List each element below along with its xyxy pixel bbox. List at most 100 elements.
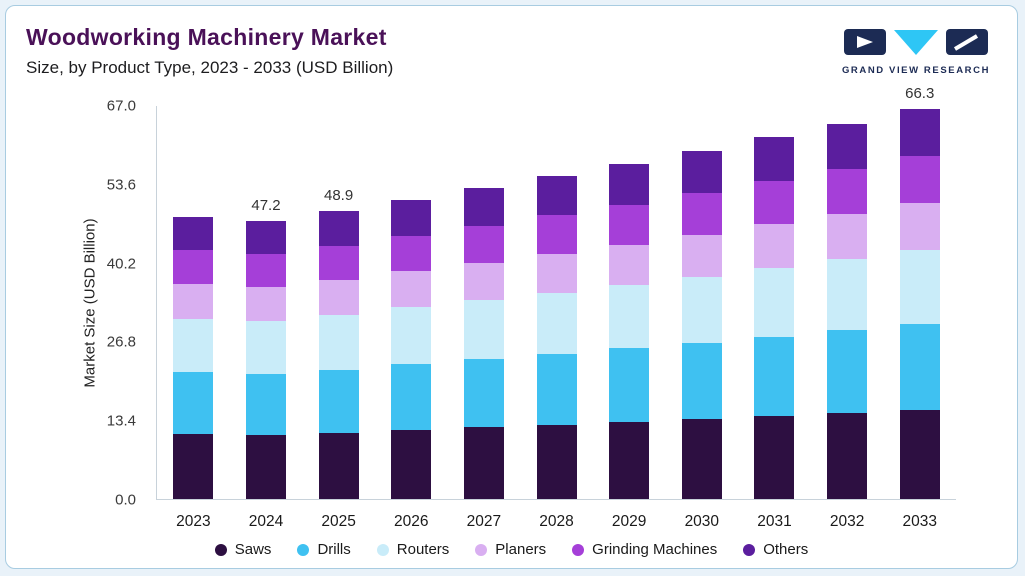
chart-header: Woodworking Machinery Market Size, by Pr… bbox=[26, 24, 393, 78]
legend-dot-icon bbox=[214, 543, 227, 556]
y-tick-label: 53.6 bbox=[106, 176, 136, 194]
y-tick-label: 13.4 bbox=[106, 412, 136, 430]
bar-group-2029: 2029 bbox=[593, 106, 666, 530]
bar-value-label: 47.2 bbox=[251, 197, 281, 215]
legend-item-others: Others bbox=[743, 541, 808, 558]
chart-subtitle: Size, by Product Type, 2023 - 2033 (USD … bbox=[26, 58, 394, 77]
bar-group-2025: 48.9 2025 bbox=[302, 106, 375, 530]
bar-segment-planers bbox=[318, 280, 359, 315]
x-tick-label: 2024 bbox=[248, 513, 284, 530]
legend-item-drills: Drills bbox=[297, 541, 351, 558]
stacked-bar-2025 bbox=[318, 211, 359, 499]
chart-card: Woodworking Machinery Market Size, by Pr… bbox=[5, 5, 1018, 569]
bar-group-2026: 2026 bbox=[375, 106, 448, 530]
bar-segment-grinding-machines bbox=[391, 235, 432, 272]
legend-label: Routers bbox=[396, 541, 450, 558]
stacked-bar-2030 bbox=[681, 150, 722, 499]
bar-group-2032: 2032 bbox=[811, 106, 884, 530]
bar-segment-grinding-machines bbox=[899, 155, 940, 203]
bar-segment-grinding-machines bbox=[827, 168, 868, 214]
bar-segment-others bbox=[754, 137, 795, 181]
stacked-bar-2031 bbox=[754, 137, 795, 499]
bar-segment-drills bbox=[754, 336, 795, 417]
bar-group-2031: 2031 bbox=[738, 106, 811, 530]
x-tick-label: 2030 bbox=[684, 513, 720, 530]
x-tick-label: 2029 bbox=[611, 513, 647, 530]
bar-segment-saws bbox=[245, 434, 286, 499]
stacked-bar-2023 bbox=[173, 216, 214, 499]
stacked-bar-2028 bbox=[536, 176, 577, 499]
legend-dot-icon bbox=[376, 543, 389, 556]
x-tick-label: 2032 bbox=[829, 513, 865, 530]
bar-segment-saws bbox=[463, 427, 504, 499]
legend-dot-icon bbox=[297, 543, 310, 556]
bar-segment-grinding-machines bbox=[318, 245, 359, 281]
bar-segment-planers bbox=[899, 202, 940, 250]
legend-label: Drills bbox=[317, 541, 351, 558]
x-tick-label: 2023 bbox=[176, 513, 211, 530]
bar-segment-saws bbox=[827, 412, 868, 499]
bar-segment-others bbox=[827, 123, 868, 169]
legend-label: Saws bbox=[234, 541, 272, 558]
stacked-bar-2033 bbox=[899, 109, 940, 499]
legend-item-grinding-machines: Grinding Machines bbox=[572, 541, 717, 558]
bar-segment-saws bbox=[173, 434, 214, 499]
legend-label: Grinding Machines bbox=[592, 541, 718, 558]
bar-segment-planers bbox=[173, 284, 214, 319]
bar-group-2024: 47.2 2024 bbox=[230, 106, 303, 530]
stacked-bar-2026 bbox=[391, 199, 432, 499]
bar-segment-planers bbox=[609, 244, 650, 285]
bar-segment-drills bbox=[681, 342, 722, 420]
bar-segment-drills bbox=[318, 369, 359, 434]
grand-view-research-logo: GRAND VIEW RESEARCH bbox=[841, 28, 991, 76]
bar-segment-routers bbox=[536, 292, 577, 354]
bar-segment-drills bbox=[173, 372, 214, 435]
bar-segment-routers bbox=[245, 320, 286, 374]
bar-segment-others bbox=[899, 109, 940, 156]
legend-dot-icon bbox=[743, 543, 756, 556]
bar-segment-routers bbox=[899, 249, 940, 324]
bar-segment-saws bbox=[536, 424, 577, 499]
bar-segment-planers bbox=[754, 224, 795, 268]
chart-legend: Saws Drills Routers Planers Grinding Machine… bbox=[6, 541, 1017, 558]
bar-segment-saws bbox=[899, 409, 940, 499]
bar-group-2033: 66.3 2033 bbox=[883, 85, 956, 530]
bar-segment-routers bbox=[754, 267, 795, 337]
bar-segment-others bbox=[318, 211, 359, 246]
bar-segment-grinding-machines bbox=[173, 250, 214, 285]
bar-segment-routers bbox=[391, 307, 432, 365]
bar-segment-saws bbox=[318, 433, 359, 499]
bar-segment-drills bbox=[536, 353, 577, 425]
bar-segment-saws bbox=[609, 421, 650, 499]
bar-segment-others bbox=[391, 199, 432, 236]
logo-text: GRAND VIEW RESEARCH bbox=[841, 65, 991, 76]
bar-segment-grinding-machines bbox=[609, 205, 650, 245]
bar-segment-drills bbox=[609, 348, 650, 422]
bar-segment-routers bbox=[318, 314, 359, 370]
bar-segment-drills bbox=[245, 373, 286, 435]
legend-label: Planers bbox=[495, 541, 547, 558]
stacked-bar-2032 bbox=[827, 123, 868, 499]
legend-item-routers: Routers bbox=[376, 541, 450, 558]
legend-label: Others bbox=[763, 541, 809, 558]
bar-segment-others bbox=[173, 216, 214, 251]
bar-segment-routers bbox=[463, 299, 504, 360]
bar-segment-grinding-machines bbox=[536, 215, 577, 254]
y-axis-ticks: 0.0 13.4 26.8 40.2 53.6 67.0 bbox=[66, 98, 146, 509]
bar-segment-grinding-machines bbox=[245, 253, 286, 288]
bar-segment-planers bbox=[827, 213, 868, 260]
legend-item-saws: Saws bbox=[214, 541, 272, 558]
legend-dot-icon bbox=[572, 543, 585, 556]
bar-segment-routers bbox=[609, 284, 650, 349]
x-tick-label: 2026 bbox=[394, 513, 429, 530]
bar-group-2023: 2023 bbox=[157, 106, 230, 530]
stacked-bar-2029 bbox=[609, 163, 650, 499]
bar-segment-saws bbox=[754, 416, 795, 499]
bar-segment-planers bbox=[463, 262, 504, 300]
x-tick-label: 2031 bbox=[757, 513, 792, 530]
bar-segment-routers bbox=[681, 276, 722, 343]
bar-segment-others bbox=[536, 176, 577, 216]
bar-segment-saws bbox=[681, 419, 722, 499]
y-tick-label: 67.0 bbox=[106, 97, 136, 115]
bar-segment-planers bbox=[681, 234, 722, 277]
